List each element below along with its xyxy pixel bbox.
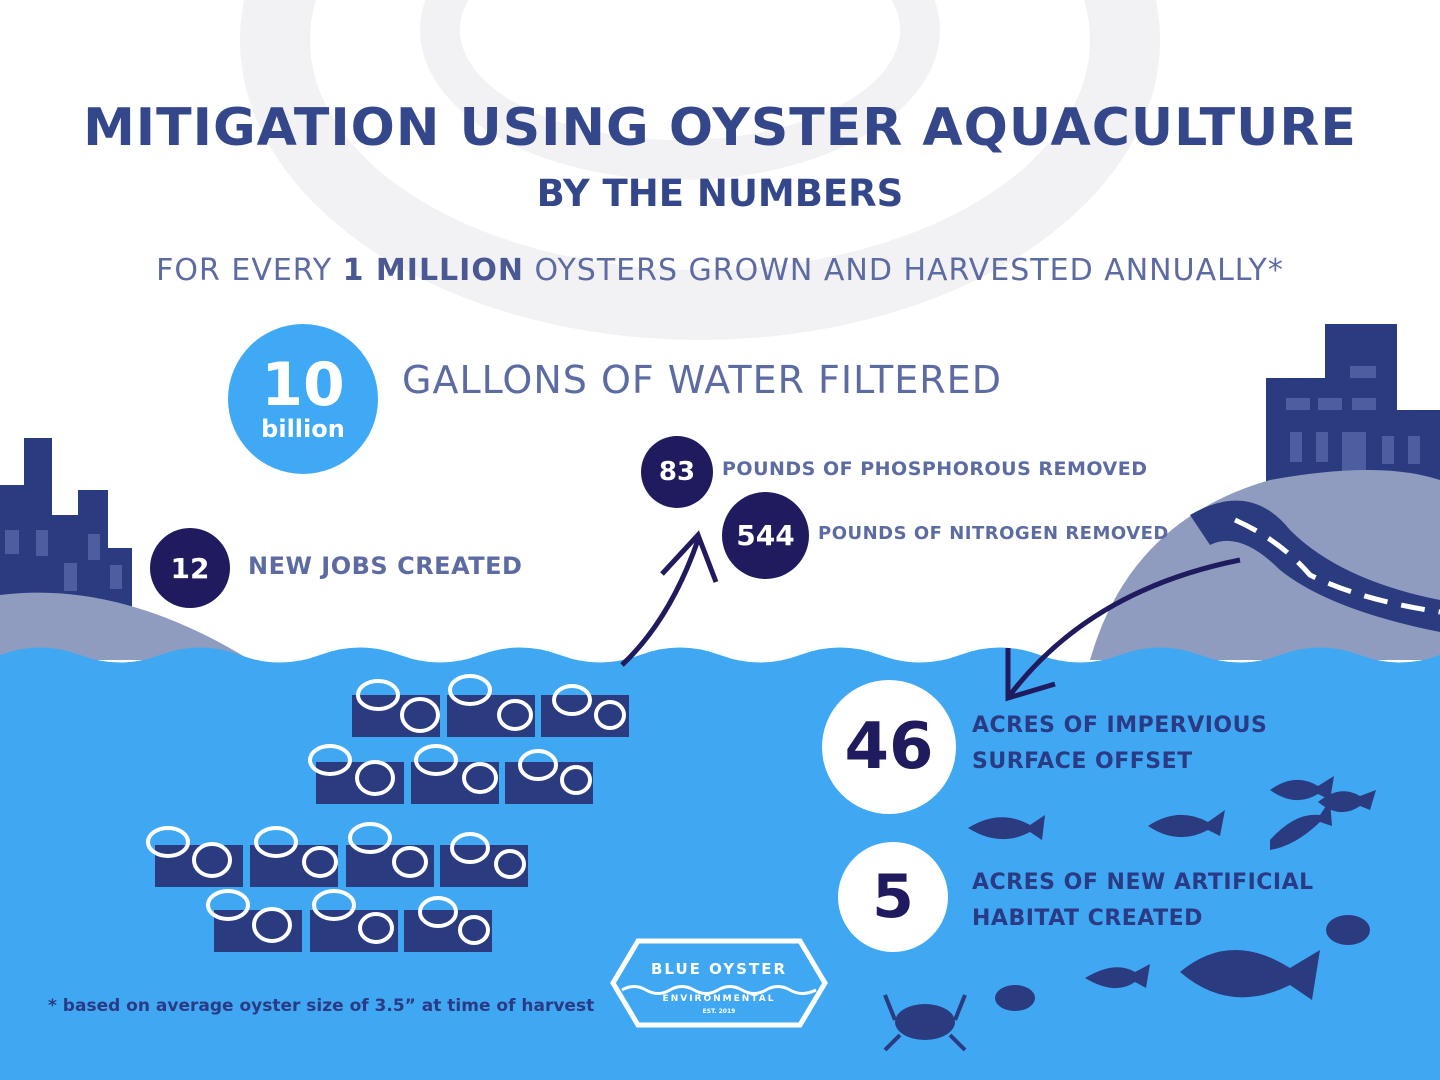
arrow-up-icon xyxy=(620,539,701,667)
right-hill xyxy=(1090,470,1440,660)
tagline-bold: 1 MILLION xyxy=(342,253,524,288)
stat-jobs-label: NEW JOBS CREATED xyxy=(248,552,523,580)
label-line: ACRES OF IMPERVIOUS xyxy=(972,713,1268,738)
crab-icon xyxy=(883,915,1370,1052)
stat-impervious-circle: 46 xyxy=(822,680,956,814)
tagline: FOR EVERY 1 MILLION OYSTERS GROWN AND HA… xyxy=(0,253,1440,288)
stat-nitrogen-label: POUNDS OF NITROGEN REMOVED xyxy=(818,523,1169,544)
stat-phosphorous-circle: 83 xyxy=(641,436,713,508)
water xyxy=(0,647,1440,1080)
stat-unit: billion xyxy=(261,415,345,443)
logo-sub: ENVIRONMENTAL xyxy=(662,994,776,1004)
page-title: MITIGATION USING OYSTER AQUACULTURE xyxy=(83,98,1357,158)
stat-gallons-label: GALLONS OF WATER FILTERED xyxy=(402,358,1002,402)
stat-value: 10 xyxy=(261,350,345,420)
stat-jobs-circle: 12 xyxy=(150,528,230,608)
stat-value: 12 xyxy=(170,551,210,585)
tagline-pre: FOR EVERY xyxy=(156,253,343,288)
stat-phosphorous-label: POUNDS OF PHOSPHOROUS REMOVED xyxy=(722,458,1148,480)
stat-gallons-circle: 10 billion xyxy=(228,324,378,474)
stat-impervious-label: ACRES OF IMPERVIOUS SURFACE OFFSET xyxy=(972,708,1267,780)
footnote: * based on average oyster size of 3.5” a… xyxy=(48,996,595,1016)
left-hill xyxy=(0,592,250,660)
label-line: ACRES OF NEW ARTIFICIAL xyxy=(972,870,1314,895)
arrow-down-icon xyxy=(1008,557,1241,697)
label-line: HABITAT CREATED xyxy=(972,906,1203,931)
stat-habitat-circle: 5 xyxy=(838,842,948,952)
logo-name: BLUE OYSTER xyxy=(650,960,788,978)
page-subtitle: BY THE NUMBERS xyxy=(536,172,904,215)
stat-value: 544 xyxy=(736,519,795,552)
label-line: SURFACE OFFSET xyxy=(972,749,1193,774)
stat-value: 83 xyxy=(658,457,696,487)
oyster-icon xyxy=(146,674,626,945)
stat-habitat-label: ACRES OF NEW ARTIFICIAL HABITAT CREATED xyxy=(972,865,1314,937)
tagline-post: OYSTERS GROWN AND HARVESTED ANNUALLY* xyxy=(523,253,1284,288)
logo: BLUE OYSTER ENVIRONMENTAL EST. 2019 xyxy=(610,938,828,1028)
stat-value: 5 xyxy=(872,862,914,932)
stat-nitrogen-circle: 544 xyxy=(722,492,809,579)
logo-est: EST. 2019 xyxy=(702,1008,736,1015)
stat-value: 46 xyxy=(844,710,934,784)
fish-icon xyxy=(968,776,1376,1000)
